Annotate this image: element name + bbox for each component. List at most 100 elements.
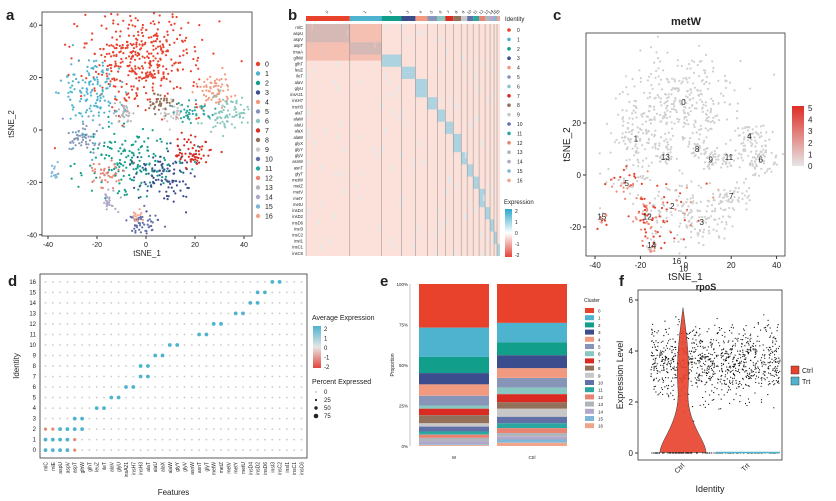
stacked-segment — [419, 405, 489, 409]
dot — [264, 449, 266, 451]
y-tick-label: 0 — [577, 171, 582, 180]
scatter-point — [650, 161, 653, 164]
heatmap-stripe — [384, 127, 386, 134]
scatter-point — [138, 79, 141, 82]
scatter-point — [99, 172, 102, 175]
scatter-point — [654, 230, 657, 233]
dot — [227, 428, 230, 430]
scatter-point — [713, 150, 716, 153]
scatter-point — [134, 53, 137, 56]
jitter-point — [699, 361, 701, 363]
jitter-point — [763, 370, 765, 373]
scatter-point — [699, 98, 702, 101]
scatter-point — [754, 158, 758, 161]
scatter-point — [197, 156, 200, 160]
scatter-point — [109, 67, 112, 70]
scatter-point — [125, 93, 128, 96]
scatter-point — [649, 95, 652, 99]
jitter-point — [707, 359, 709, 361]
scatter-point — [110, 44, 113, 47]
scatter-point — [228, 113, 231, 116]
jitter-point — [694, 334, 697, 336]
heatmap-stripe — [376, 152, 378, 159]
dot — [59, 375, 61, 378]
scatter-point — [128, 23, 131, 26]
jitter-point — [740, 338, 742, 341]
scatter-point — [193, 45, 196, 49]
scatter-point — [653, 249, 656, 252]
scatter-point — [643, 204, 646, 208]
scatter-point — [101, 69, 104, 72]
jitter-point — [651, 452, 653, 454]
dot — [249, 396, 252, 399]
scatter-point — [98, 176, 101, 179]
scatter-point — [621, 132, 624, 135]
scatter-point — [665, 104, 668, 108]
cluster-label: 9 — [709, 155, 714, 164]
dot — [132, 438, 135, 441]
scatter-point — [624, 142, 627, 145]
scatter-point — [639, 49, 642, 52]
dot — [205, 375, 208, 378]
stacked-segment — [497, 387, 567, 395]
jitter-point — [690, 358, 692, 360]
dot — [51, 323, 54, 325]
dot — [51, 281, 54, 283]
dot — [88, 428, 91, 430]
scatter-point — [154, 40, 157, 43]
scatter-point — [715, 229, 718, 232]
jitter-point — [673, 366, 675, 368]
dot — [190, 375, 193, 378]
jitter-point — [741, 368, 743, 370]
scatter-point — [107, 120, 110, 124]
scatter-point — [177, 113, 181, 117]
jitter-point — [651, 366, 653, 368]
heatmap-stripe — [439, 225, 441, 232]
scatter-point — [705, 117, 709, 120]
scatter-point — [114, 60, 117, 63]
scatter-point — [106, 203, 109, 207]
scatter-point — [683, 116, 686, 119]
scatter-point — [175, 15, 178, 19]
scatter-point — [171, 64, 174, 67]
dot — [160, 353, 165, 358]
scatter-point — [700, 152, 703, 155]
scatter-point — [215, 78, 218, 81]
scatter-point — [677, 240, 680, 243]
scatter-point — [128, 112, 131, 115]
scatter-point — [732, 192, 735, 195]
scatter-point — [117, 179, 120, 182]
scatter-point — [724, 162, 727, 166]
scatter-point — [162, 46, 165, 49]
dot — [88, 438, 91, 441]
scatter-point — [85, 143, 88, 146]
scatter-point — [152, 44, 155, 47]
dot — [110, 417, 113, 420]
heatmap-stripe — [309, 133, 311, 140]
dot — [58, 437, 62, 442]
scatter-point — [667, 93, 670, 96]
jitter-point — [720, 352, 723, 355]
scatter-point — [132, 179, 135, 182]
scatter-point — [746, 129, 750, 132]
jitter-point — [657, 370, 659, 372]
dot — [132, 375, 135, 378]
dot — [102, 406, 106, 410]
scatter-point — [134, 50, 137, 54]
jitter-point — [657, 452, 659, 454]
scatter-point — [723, 101, 726, 104]
scatter-point — [156, 52, 159, 55]
scatter-point — [692, 82, 695, 85]
scatter-point — [708, 182, 712, 185]
jitter-point — [764, 374, 766, 376]
scatter-point — [695, 201, 698, 205]
scatter-point — [760, 150, 763, 153]
scatter-point — [695, 131, 698, 134]
scatter-point — [135, 172, 138, 175]
jitter-point — [734, 345, 736, 347]
legend-label: 9 — [598, 373, 601, 378]
jitter-point — [651, 333, 653, 335]
scatter-point — [717, 202, 721, 205]
scatter-point — [160, 179, 163, 182]
